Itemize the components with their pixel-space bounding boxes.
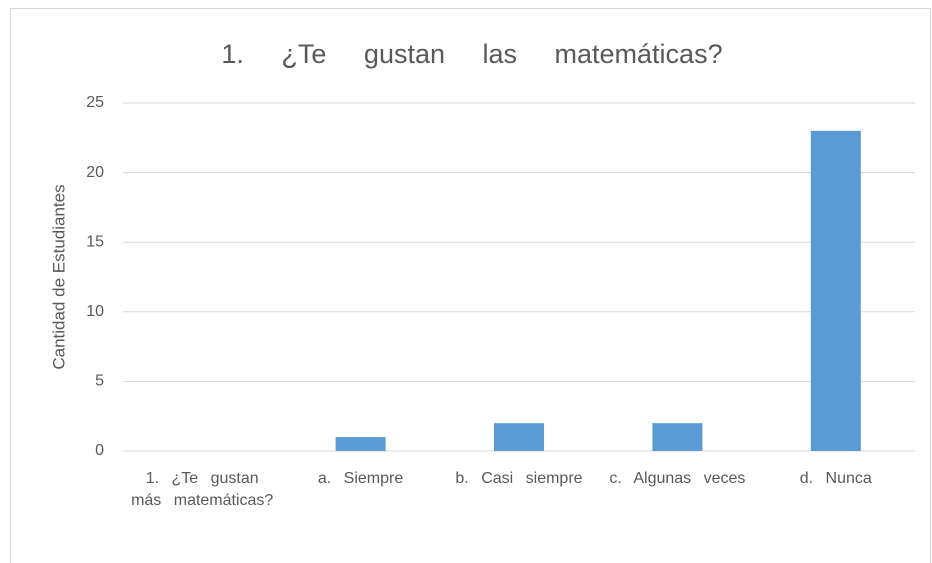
y-axis-label: Cantidad de Estudiantes (49, 184, 68, 369)
y-tick-label: 0 (95, 442, 104, 459)
bar (652, 423, 703, 451)
y-tick-label: 25 (86, 94, 104, 111)
x-tick-label: b. Casi siempre (455, 470, 583, 487)
bar (810, 130, 861, 451)
bar (335, 437, 386, 451)
y-tick-label: 20 (86, 164, 104, 181)
bar (494, 423, 544, 451)
y-tick-label: 15 (86, 233, 104, 250)
chart-border (10, 8, 931, 563)
x-tick-label: d. Nunca (799, 470, 872, 487)
y-tick-label: 10 (86, 303, 104, 320)
y-tick-label: 5 (95, 373, 104, 390)
x-tick-label: 1. ¿Te gustan más matemáticas? (131, 470, 274, 509)
x-tick-label: c. Algunas veces (609, 470, 746, 487)
chart-title: 1. ¿Te gustan las matemáticas? (221, 39, 722, 69)
x-tick-label: a. Siempre (317, 470, 404, 487)
